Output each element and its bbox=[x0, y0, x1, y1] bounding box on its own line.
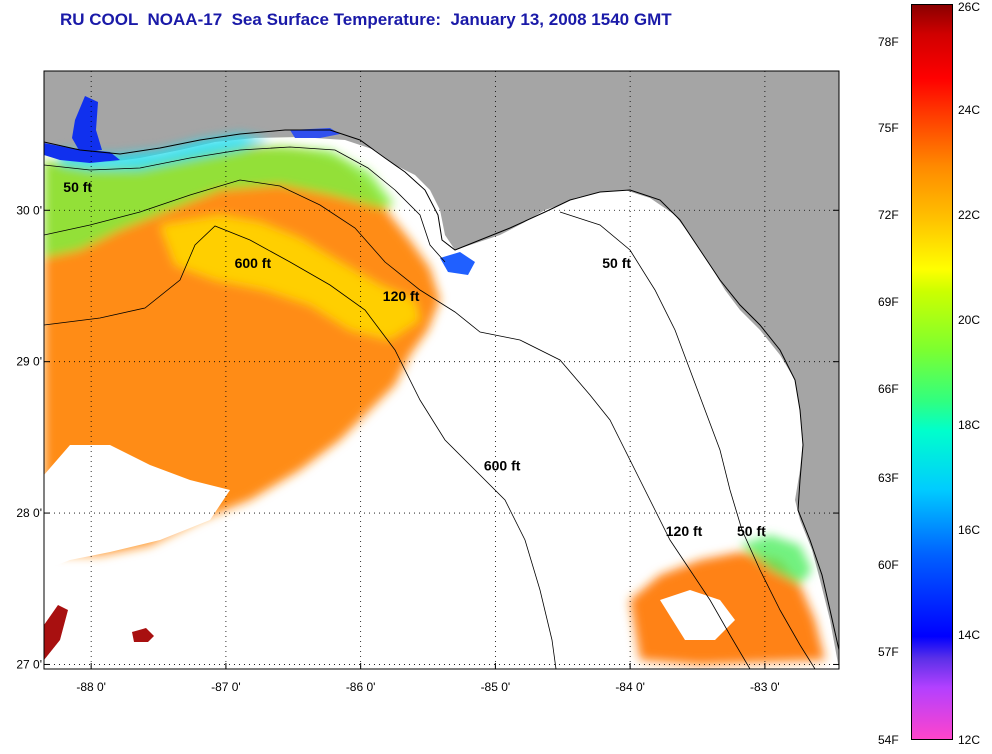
contour-50ft-shelf bbox=[559, 211, 816, 669]
contour-120ft bbox=[44, 179, 751, 669]
contour-50ft bbox=[44, 146, 446, 263]
colorbar-f-label: 66F bbox=[878, 382, 899, 396]
sst-warm-south bbox=[630, 552, 825, 665]
contour-label: 50 ft bbox=[63, 179, 92, 195]
sst-cold-bay bbox=[72, 96, 102, 152]
contour-label: 600 ft bbox=[484, 458, 521, 474]
sst-green-band bbox=[44, 146, 395, 258]
cloud-gap bbox=[44, 445, 230, 570]
colorbar-c-label: 18C bbox=[958, 418, 981, 432]
colorbar-c-label: 24C bbox=[958, 103, 981, 117]
sst-cold-bay bbox=[440, 252, 475, 275]
contour-label: 120 ft bbox=[383, 288, 420, 304]
lon-tick-label: -88 0' bbox=[76, 680, 106, 694]
sst-cyan-coast bbox=[60, 134, 270, 170]
lon-tick-label: -85 0' bbox=[481, 680, 511, 694]
colorbar-c-label: 20C bbox=[958, 313, 981, 327]
colorbar-f-label: 57F bbox=[878, 645, 899, 659]
contour-600ft bbox=[44, 225, 557, 669]
contour-label: 50 ft bbox=[602, 255, 631, 271]
plot-frame bbox=[43, 70, 840, 670]
colorbar-c-label: 14C bbox=[958, 628, 981, 642]
colorbar-c-label: 12C bbox=[958, 733, 981, 747]
cloud-gap-south bbox=[660, 590, 735, 640]
lat-tick-label: 29 0' bbox=[16, 355, 42, 369]
lat-tick-label: 28 0' bbox=[16, 506, 42, 520]
sst-warm-west bbox=[44, 146, 440, 555]
colorbar-c-label: 16C bbox=[958, 523, 981, 537]
contour-label: 600 ft bbox=[235, 255, 272, 271]
lon-tick-label: -87 0' bbox=[211, 680, 241, 694]
colorbar-f-label: 63F bbox=[878, 471, 899, 485]
sst-hot-spot bbox=[44, 605, 68, 660]
lon-tick-label: -83 0' bbox=[750, 680, 780, 694]
lat-tick-label: 30 0' bbox=[16, 203, 42, 217]
colorbar-f-label: 75F bbox=[878, 121, 899, 135]
temperature-colorbar bbox=[911, 4, 953, 740]
sst-green-south bbox=[740, 535, 812, 585]
coastline bbox=[44, 129, 839, 651]
sst-hot-spot bbox=[132, 628, 154, 642]
colorbar-f-label: 54F bbox=[878, 733, 899, 747]
map-title: RU COOL NOAA-17 Sea Surface Temperature:… bbox=[60, 10, 672, 29]
sst-cold-bay bbox=[44, 143, 120, 163]
colorbar-c-label: 22C bbox=[958, 208, 981, 222]
contour-label: 50 ft bbox=[737, 523, 766, 539]
colorbar-f-label: 72F bbox=[878, 208, 899, 222]
lat-tick-label: 27 0' bbox=[16, 657, 42, 671]
lon-tick-label: -86 0' bbox=[346, 680, 376, 694]
colorbar-f-label: 60F bbox=[878, 558, 899, 572]
colorbar-f-label: 69F bbox=[878, 295, 899, 309]
colorbar-f-label: 78F bbox=[878, 35, 899, 49]
lon-tick-label: -84 0' bbox=[615, 680, 645, 694]
colorbar-c-label: 26C bbox=[958, 0, 981, 14]
sst-yellow-band bbox=[160, 215, 420, 340]
contour-label: 120 ft bbox=[666, 523, 703, 539]
